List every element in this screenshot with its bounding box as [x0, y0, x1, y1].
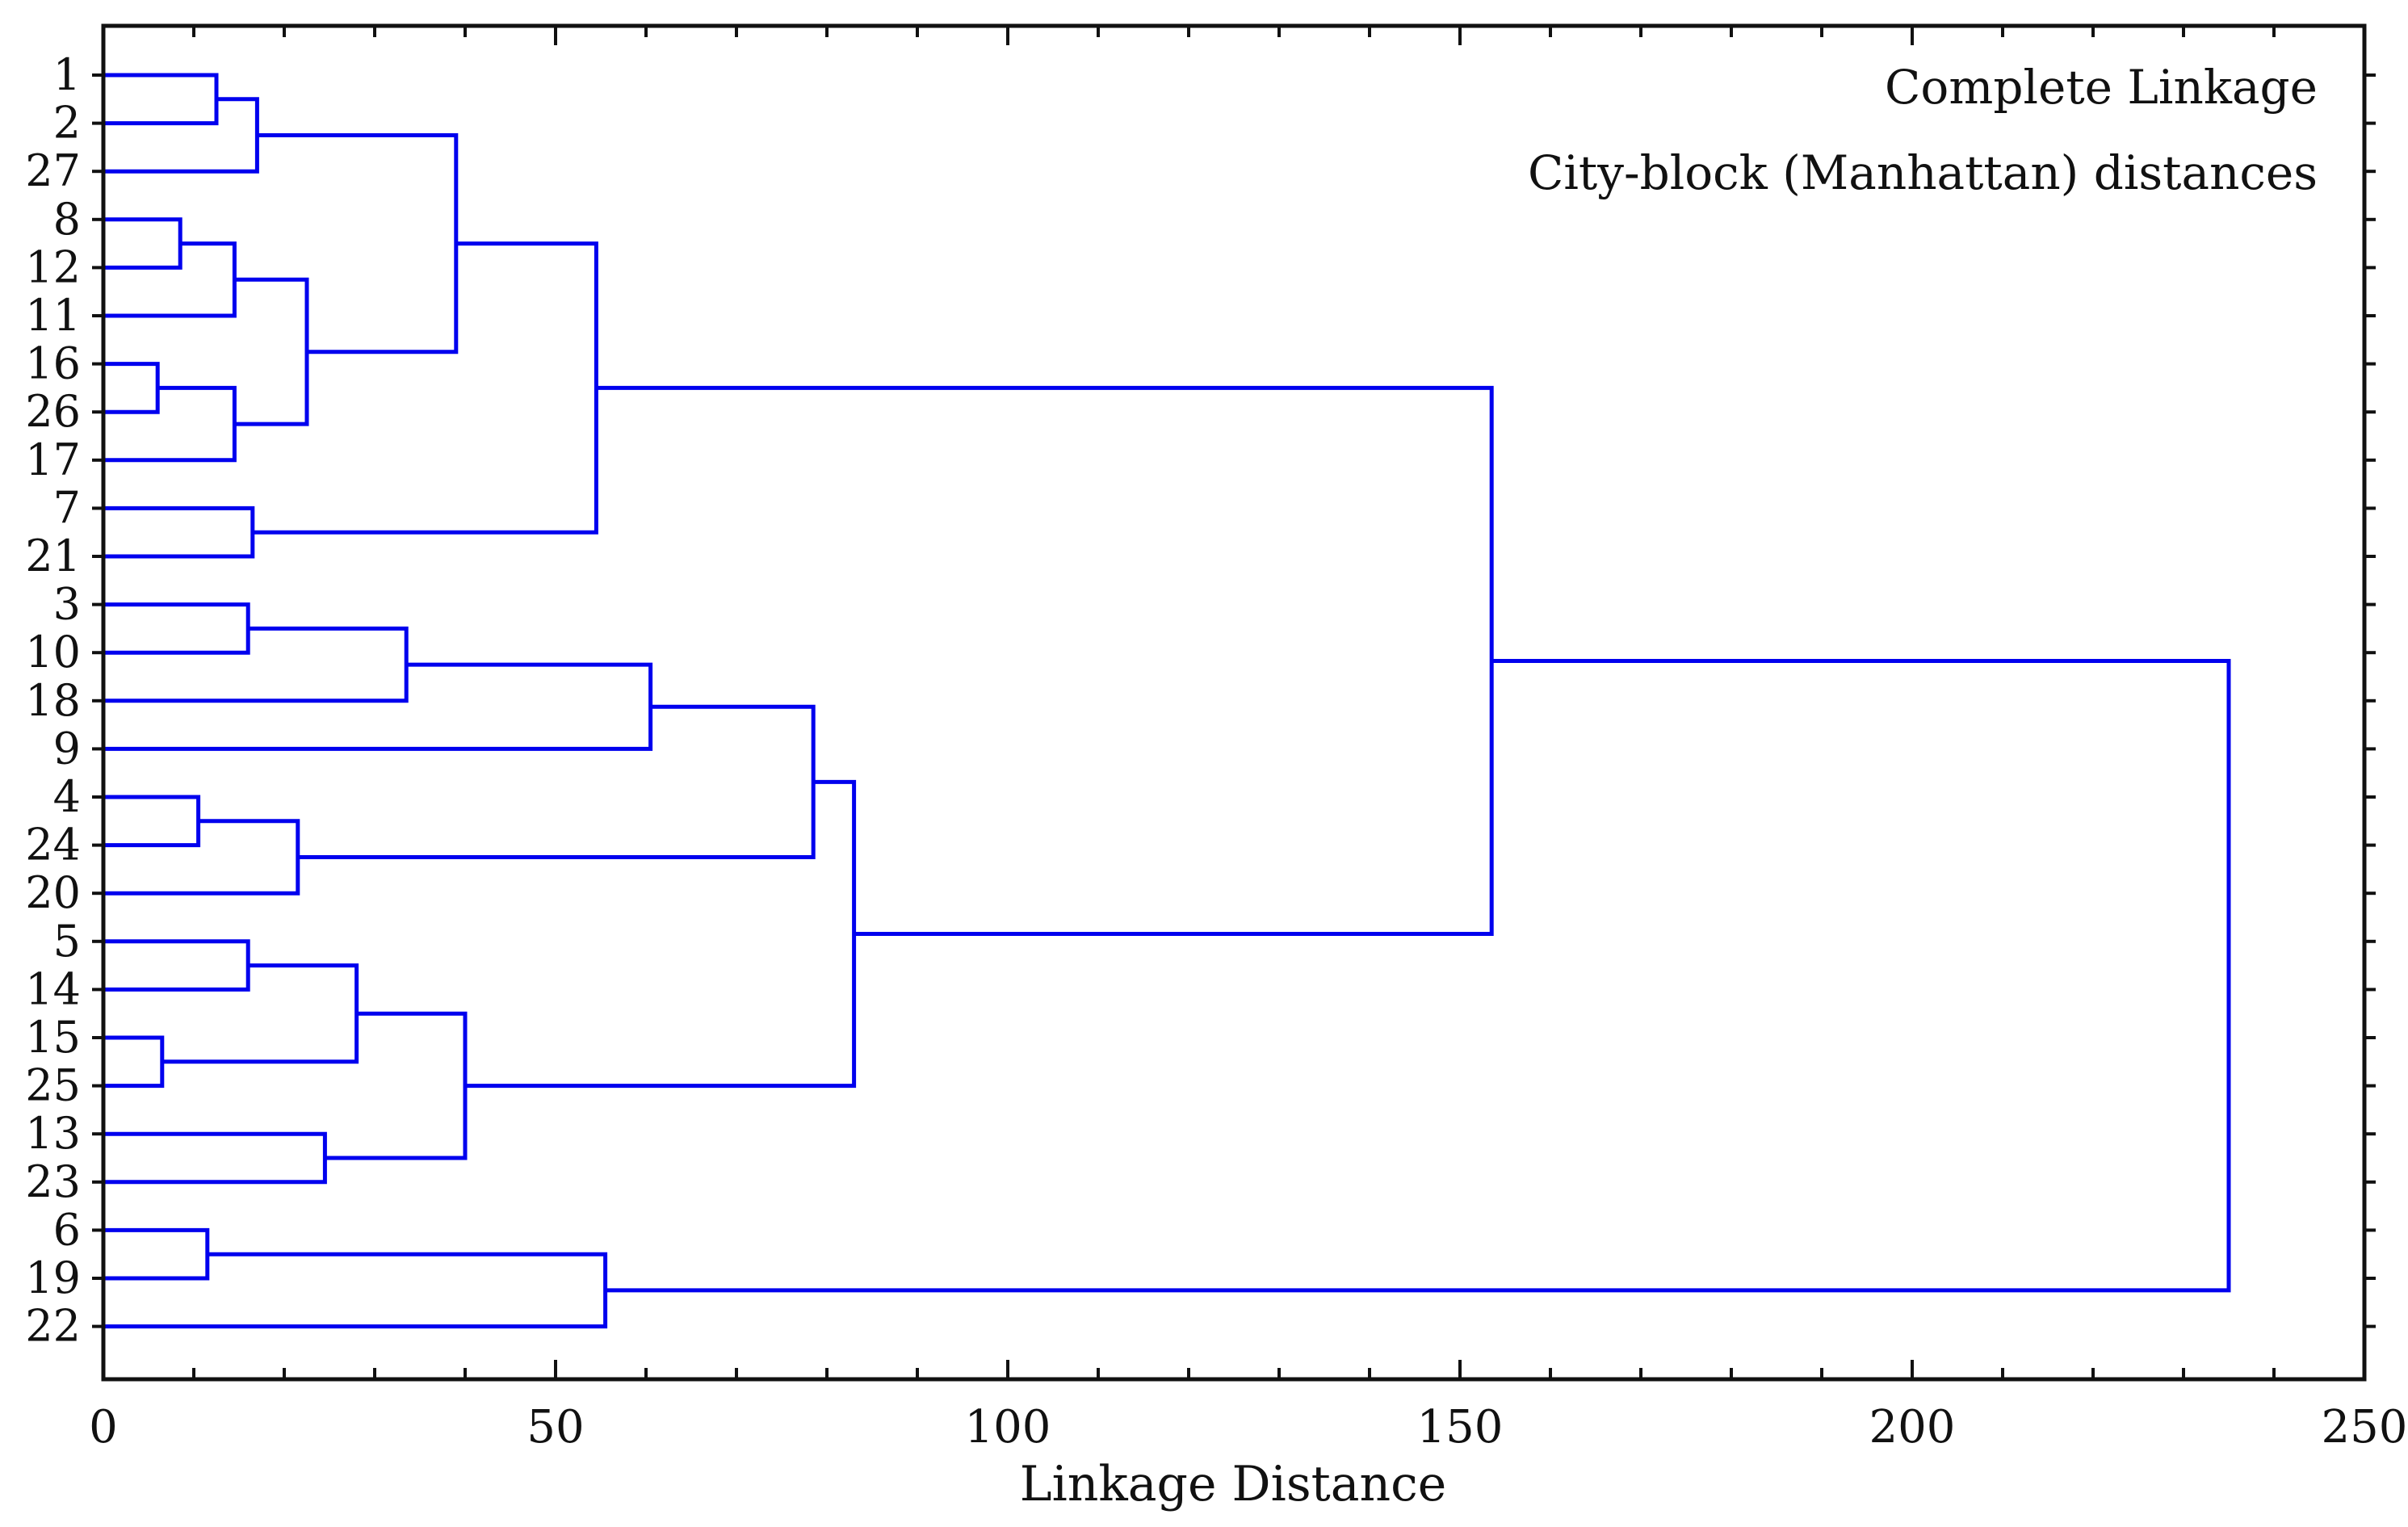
leaf-label-12: 12 [25, 241, 81, 292]
x-tick-label-100: 100 [965, 1401, 1051, 1454]
leaf-label-23: 23 [25, 1156, 81, 1207]
x-tick-labels: 0 50 100 150 200 250 [89, 1401, 2407, 1454]
x-tick-label-0: 0 [89, 1401, 118, 1454]
leaf-label-18: 18 [25, 675, 81, 726]
leaf-label-22: 22 [25, 1301, 81, 1352]
x-axis-title: Linkage Distance [1020, 1456, 1447, 1512]
leaf-label-25: 25 [25, 1060, 81, 1111]
leaf-label-9: 9 [53, 723, 81, 774]
leaf-label-19: 19 [25, 1252, 81, 1303]
leaf-label-3: 3 [53, 579, 81, 630]
link-m26 [605, 658, 2231, 1293]
leaf-label-14: 14 [25, 963, 81, 1014]
leaf-label-26: 26 [25, 386, 81, 437]
axis-ticks [92, 26, 2376, 1379]
leaf-label-7: 7 [53, 482, 81, 533]
leaf-label-27: 27 [25, 145, 81, 196]
leaf-label-8: 8 [53, 194, 81, 245]
dendrogram-links [103, 73, 2231, 1329]
leaf-label-10: 10 [25, 627, 81, 678]
x-tick-label-200: 200 [1869, 1401, 1956, 1454]
leaf-label-20: 20 [25, 867, 81, 918]
leaf-label-24: 24 [25, 820, 81, 870]
leaf-label-2: 2 [53, 98, 81, 149]
x-tick-label-150: 150 [1417, 1401, 1504, 1454]
leaf-label-17: 17 [25, 434, 81, 485]
plot-frame [101, 23, 2367, 1382]
leaf-label-16: 16 [25, 338, 81, 389]
leaf-label-11: 11 [25, 290, 81, 341]
leaf-label-15: 15 [25, 1012, 81, 1063]
x-tick-label-250: 250 [2322, 1401, 2408, 1454]
leaf-label-6: 6 [53, 1204, 81, 1255]
leaf-label-1: 1 [53, 49, 81, 100]
annotation-linkage-method: Complete Linkage [1885, 60, 2318, 115]
leaf-label-4: 4 [53, 771, 81, 822]
leaf-label-21: 21 [25, 531, 81, 581]
leaf-label-5: 5 [53, 916, 81, 967]
annotation-distance-metric: City-block (Manhattan) distances [1528, 145, 2318, 200]
leaf-label-13: 13 [25, 1108, 81, 1159]
leaf-labels: 1227812111626177213101894242051415251323… [25, 49, 81, 1352]
x-tick-label-50: 50 [526, 1401, 584, 1454]
